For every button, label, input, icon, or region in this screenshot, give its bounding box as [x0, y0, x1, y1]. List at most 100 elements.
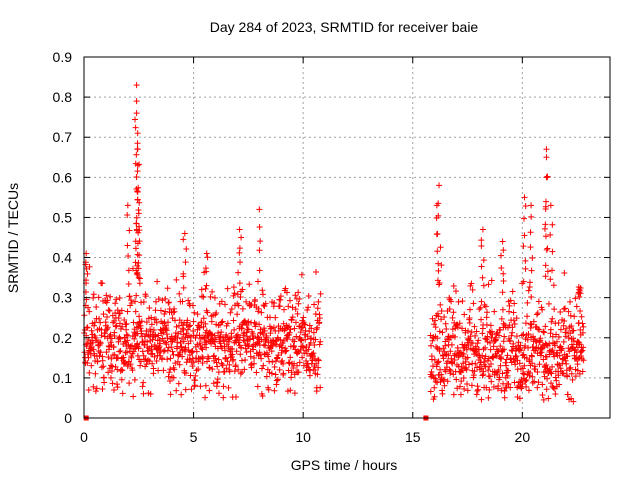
data-point	[132, 245, 139, 252]
data-point	[316, 315, 323, 322]
data-point	[508, 332, 515, 339]
data-point	[579, 368, 586, 375]
data-point	[530, 344, 537, 351]
data-point	[483, 384, 490, 391]
data-point	[118, 376, 125, 383]
data-point	[458, 378, 465, 385]
data-point	[482, 344, 489, 351]
data-point	[127, 361, 134, 368]
data-point	[500, 270, 507, 277]
data-point	[85, 354, 92, 361]
data-point	[431, 384, 438, 391]
data-point	[439, 390, 446, 397]
data-point	[84, 304, 91, 311]
data-point	[480, 368, 487, 375]
data-point	[427, 388, 434, 395]
data-point	[230, 284, 237, 291]
data-point	[431, 356, 438, 363]
data-point	[261, 327, 268, 334]
data-point	[229, 346, 236, 353]
data-point	[133, 220, 140, 227]
data-point	[187, 333, 194, 340]
data-point	[560, 306, 567, 313]
data-point	[568, 322, 575, 329]
data-point	[175, 322, 182, 329]
y-tick-label: 0.1	[53, 370, 73, 386]
data-point	[304, 333, 311, 340]
data-point	[522, 378, 529, 385]
data-point	[162, 308, 169, 315]
data-point	[135, 259, 142, 266]
data-point	[507, 297, 514, 304]
data-point	[511, 300, 518, 307]
data-point	[236, 245, 243, 252]
data-point	[108, 362, 115, 369]
data-point	[456, 320, 463, 327]
data-point	[90, 291, 97, 298]
data-point	[179, 298, 186, 305]
data-point	[136, 252, 143, 259]
data-point	[160, 367, 167, 374]
data-point	[250, 335, 257, 342]
data-point	[133, 151, 140, 158]
data-point	[486, 386, 493, 393]
data-point	[279, 357, 286, 364]
data-point	[183, 245, 190, 252]
data-point	[435, 267, 442, 274]
data-point	[510, 340, 517, 347]
data-point	[526, 356, 533, 363]
data-point	[580, 357, 587, 364]
data-point	[224, 320, 231, 327]
data-point	[443, 326, 450, 333]
y-tick-label: 0.2	[53, 330, 73, 346]
data-point	[560, 338, 567, 345]
data-point	[236, 334, 243, 341]
data-point	[459, 341, 466, 348]
data-point	[579, 329, 586, 336]
data-point	[106, 307, 113, 314]
data-point	[429, 337, 436, 344]
data-point	[528, 213, 535, 220]
data-point	[289, 304, 296, 311]
data-point	[99, 280, 106, 287]
data-point	[139, 383, 146, 390]
data-point	[200, 315, 207, 322]
data-point	[525, 344, 532, 351]
data-point	[188, 386, 195, 393]
data-point	[436, 348, 443, 355]
data-point	[295, 348, 302, 355]
data-point	[520, 215, 527, 222]
data-point	[241, 366, 248, 373]
data-point	[283, 289, 290, 296]
data-point	[541, 329, 548, 336]
data-point	[295, 369, 302, 376]
data-point	[464, 381, 471, 388]
data-point	[224, 358, 231, 365]
data-point	[237, 351, 244, 358]
data-point	[133, 110, 140, 117]
data-point	[524, 299, 531, 306]
data-point	[547, 202, 554, 209]
data-point	[441, 382, 448, 389]
data-point	[272, 314, 279, 321]
data-point	[179, 353, 186, 360]
data-point	[192, 372, 199, 379]
data-point	[277, 293, 284, 300]
data-point	[134, 340, 141, 347]
data-point	[112, 323, 119, 330]
data-point	[548, 318, 555, 325]
data-point	[488, 328, 495, 335]
data-point	[459, 298, 466, 305]
data-point	[273, 377, 280, 384]
data-point	[157, 340, 164, 347]
data-point	[293, 333, 300, 340]
data-point	[87, 347, 94, 354]
data-point	[497, 362, 504, 369]
data-point	[432, 317, 439, 324]
data-point	[550, 351, 557, 358]
data-point	[493, 352, 500, 359]
data-point	[556, 381, 563, 388]
data-point	[231, 290, 238, 297]
data-point	[263, 332, 270, 339]
data-point	[299, 354, 306, 361]
